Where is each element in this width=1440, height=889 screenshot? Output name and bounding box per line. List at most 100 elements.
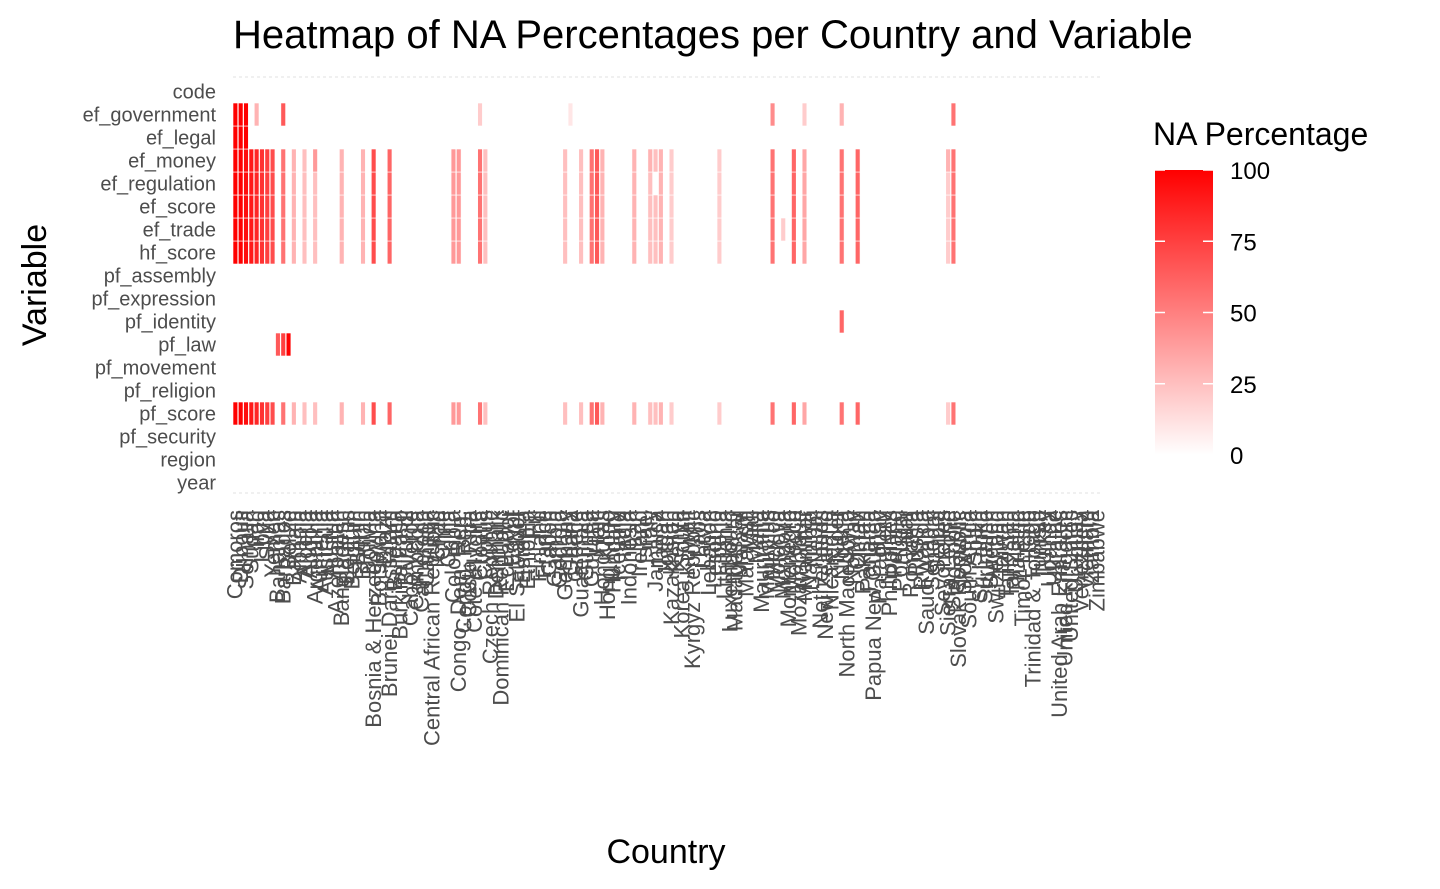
x-tick-label: Norway [840,510,865,585]
x-tick-label: Congo, Rep. [451,510,476,634]
x-tick-label: Chile [430,510,455,560]
heatmap-cell-ef_trade-4 [253,217,260,242]
heatmap-cell-ef_trade-0 [232,217,239,242]
x-tick-label: Syria [255,509,280,560]
x-tick-label: Malawi [728,510,753,578]
x-tick-label: Switzerland [983,510,1008,624]
x-tick-label: Iran [622,510,647,548]
x-tick-label: Australia [313,509,338,595]
heatmap-cell-ef_regulation-82 [668,171,675,196]
heatmap-cell-pf_score-134 [945,401,951,426]
x-tick-label: Brazil [372,510,397,565]
x-tick-label: Malaysia [733,509,758,597]
heatmap-cell-hf_score-46 [477,240,483,265]
heatmap-cell-ef_trade-75 [631,217,637,242]
x-tick-label: Singapore [941,510,966,610]
heatmap-cell-ef_score-117 [855,194,861,219]
x-tick-label: Djibouti [228,510,253,583]
heatmap-cell-ef_trade-7 [269,217,276,242]
x-tick-label: Kuwait [675,510,700,576]
heatmap-cell-ef_money-65 [578,148,584,173]
heatmap-cell-ef_regulation-20 [339,171,345,196]
heatmap-cell-pf_score-7 [269,401,276,426]
heatmap-cell-ef_money-105 [791,148,797,173]
heatmap-cell-pf_score-105 [791,401,797,426]
heatmap-cell-ef_regulation-7 [269,171,276,196]
x-tick-label: Bhutan [350,510,375,580]
x-tick-label: Portugal [888,510,913,592]
x-tick-label: Gabon [536,510,561,576]
y-axis-title: Variable [16,224,54,346]
x-tick-label: Laos [685,510,710,558]
heatmap-cell-pf_score-114 [839,401,845,426]
heatmap-cell-hf_score-13 [301,240,308,265]
heatmap-cell-ef_regulation-78 [647,171,653,196]
heatmap-cell-ef_money-4 [253,148,260,173]
heatmap-cell-ef_government-2 [243,102,249,127]
legend-tick-label: 0 [1230,443,1243,470]
x-tick-label: Namibia [797,509,822,590]
heatmap-cell-pf_score-75 [631,401,637,426]
x-tick-label: France [531,510,556,578]
heatmap-cell-ef_score-67 [589,194,595,219]
legend-tick-label: 50 [1230,301,1257,328]
heatmap-cell-ef_regulation-114 [839,171,845,196]
heatmap-cell-hf_score-3 [248,240,254,265]
x-tick-label: Moldova [765,509,790,593]
x-tick-label: Denmark [483,509,508,599]
heatmap-cell-ef_score-0 [232,194,239,219]
heatmap-cell-hf_score-107 [801,240,808,265]
heatmap-cell-pf_score-65 [578,401,584,426]
heatmap-cell-hf_score-9 [280,240,286,265]
legend-tick-label: 25 [1230,372,1257,399]
heatmap-cell-ef_money-91 [716,148,723,173]
heatmap-cell-ef_money-101 [769,148,776,173]
heatmap-cell-ef_score-6 [264,194,270,219]
x-tick-label: China [435,509,460,567]
heatmap-cell-pf_score-67 [589,401,595,426]
heatmap-cell-ef_trade-13 [301,217,308,242]
x-tick-label: Czech Republic [478,510,503,664]
heatmap-cell-ef_score-4 [253,194,260,219]
x-tick-label: Peru [872,510,897,556]
x-tick-label: Ireland [627,510,652,577]
y-tick-label: ef_legal [146,128,216,150]
heatmap-cell-ef_regulation-9 [280,171,286,196]
y-tick-label: ef_government [83,105,217,127]
x-tick-label: Hungary [600,510,625,593]
heatmap-cell-ef_money-42 [456,148,462,173]
heatmap-cell-ef_regulation-5 [259,171,265,196]
x-tick-label: Sri Lanka [967,509,992,603]
heatmap-cell-ef_score-24 [360,194,366,219]
heatmap-cell-ef_score-78 [647,194,653,219]
heatmap-cell-ef_score-29 [386,194,393,219]
heatmap-cell-pf_score-47 [482,401,489,426]
x-tick-label: Cabo Verde [398,510,423,626]
heatmap-cell-hf_score-47 [482,240,489,265]
heatmap-cell-ef_trade-29 [386,217,393,242]
x-tick-label: Cyprus [473,510,498,580]
heatmap-cell-pf_score-91 [716,401,723,426]
heatmap-cell-ef_government-135 [950,102,957,127]
heatmap-cell-ef_trade-82 [668,217,675,242]
heatmap-cell-pf_score-107 [801,401,808,426]
heatmap-cell-pf_score-26 [370,401,377,426]
heatmap-cell-ef_score-1 [238,194,244,219]
heatmap-cells [232,102,957,426]
heatmap-cell-pf_score-20 [339,401,345,426]
x-tick-label: Barbados [271,510,296,604]
heatmap-cell-ef_regulation-41 [450,171,457,196]
x-tick-label: Mauritania [749,509,774,612]
heatmap-cell-pf_score-3 [248,401,254,426]
heatmap-cell-ef_trade-20 [339,217,345,242]
heatmap-cell-pf_score-46 [477,401,483,426]
heatmap-cell-ef_government-63 [567,102,574,127]
x-tick-label: Indonesia [616,509,641,605]
heatmap-cell-ef_regulation-69 [599,171,606,196]
heatmap-cell-ef_money-1 [238,148,244,173]
heatmap-cell-ef_score-91 [716,194,723,219]
x-tick-label: Poland [882,510,907,579]
heatmap-cell-ef_regulation-135 [950,171,957,196]
heatmap-cell-hf_score-0 [232,240,239,265]
heatmap-cell-ef_government-107 [801,102,808,127]
